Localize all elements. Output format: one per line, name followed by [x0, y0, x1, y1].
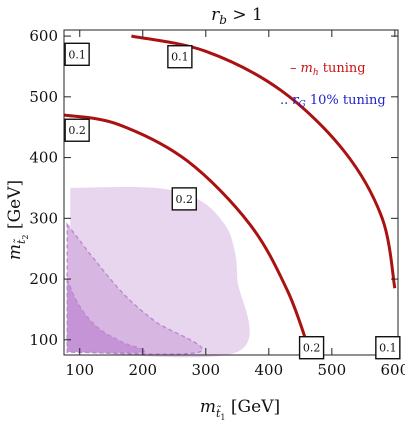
x-axis-label: mt̃1 [GeV] [200, 397, 280, 421]
x-tick-label: 500 [318, 361, 347, 379]
mh-contour-1 [63, 113, 312, 353]
contour-label: 0.2 [68, 124, 86, 137]
legend-entry-mh: – mh tuning [290, 61, 366, 78]
y-tick-label: 300 [29, 209, 58, 227]
legend-entry-rg: .. rG 10% tuning [280, 93, 386, 110]
plot-area: 100 200 300 400 500 600 100 200 300 400 500 600 0.1 0… [29, 27, 405, 379]
plot-frame [63, 29, 399, 356]
mh-contour-0 [131, 34, 397, 289]
x-tick-label: 100 [65, 361, 94, 379]
chart-title: rb > 1 [211, 5, 263, 27]
y-axis-label: mt̃2 [GeV] [5, 180, 30, 260]
x-tick-label: 400 [254, 361, 283, 379]
y-tick-label: 400 [29, 149, 58, 167]
contour-label-box [64, 118, 90, 142]
x-tick-label: 600 [381, 361, 405, 379]
contour-label: 0.1 [171, 51, 189, 64]
y-tick-label: 600 [29, 27, 58, 45]
x-tick-label: 200 [128, 361, 157, 379]
contour-label-box [375, 336, 401, 360]
x-tick-label: 300 [191, 361, 220, 379]
contour-label-box [171, 187, 197, 211]
legend: – mh tuning .. rG 10% tuning [280, 61, 386, 110]
contour-label: 0.1 [379, 342, 397, 355]
y-tick-label: 200 [29, 270, 58, 288]
contour-label-box [64, 42, 90, 66]
rg-region-1 [66, 222, 203, 355]
y-tick-label: 100 [29, 331, 58, 349]
contour-label-box [167, 45, 193, 69]
contour-label-box [298, 336, 325, 360]
contour-label: 0.2 [303, 342, 321, 355]
contour-label: 0.1 [68, 48, 86, 61]
contour-label: 0.2 [176, 193, 194, 206]
y-tick-label: 500 [29, 88, 58, 106]
rg-region-2 [66, 278, 146, 354]
